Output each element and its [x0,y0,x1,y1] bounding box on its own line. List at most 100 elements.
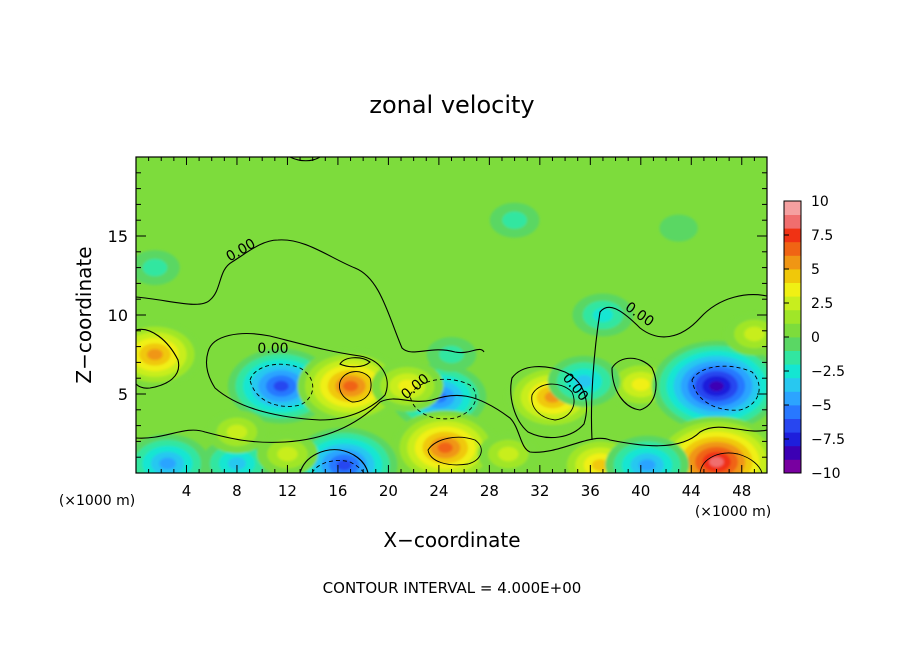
zero-contour-main [136,239,485,354]
colorbar-segment-10 [784,323,801,338]
zero-contour-top [289,157,321,162]
zero-contour-west [136,328,180,389]
x-tick-label-48: 48 [732,482,751,500]
field-blobs [136,202,767,473]
zero-contour-east [510,366,587,439]
contour-label-1: 0.00 [257,341,288,357]
field-level-1-6 [273,380,289,392]
zero-contour-pocket [339,357,371,368]
field-level-10-4 [159,457,176,470]
pos-contour-corner-cell [699,452,763,473]
colorbar-segment-18 [784,214,801,229]
x-unit-left: (×1000 m) [59,493,135,509]
chart-title: zonal velocity [369,91,534,119]
plot-area: 0.000.000.000.000.00 4 8 12 16 20 24 28 32 36 40 4… [108,156,768,500]
x-axis-ticks: 4 8 12 16 20 24 28 32 36 40 44 48 [148,157,755,500]
pos-contour-bottom-cell [427,436,482,466]
zero-contour-lines [136,157,767,473]
field-level-2-6 [342,380,359,392]
neg-contour-bottom-cell [311,460,365,473]
y-axis-ticks: 5 10 15 [108,172,767,458]
colorbar-segments [784,201,801,474]
field-level-0-5 [147,348,163,361]
y-tick-label-10: 10 [108,306,128,325]
field-level-7-8 [709,381,724,392]
field-level-4-6 [437,442,453,454]
colorbar-label-2: 5 [811,262,820,278]
field-level-19-0 [659,214,698,242]
colorbar-segment-8 [784,350,801,365]
x-tick-label-44: 44 [682,482,701,500]
field-level-9-6 [336,459,352,471]
colorbar-segment-6 [784,377,801,392]
x-tick-label-20: 20 [379,482,398,500]
field-level-8-8 [709,456,724,467]
neg-contour-center-cell [409,378,477,420]
zero-contour-low [136,394,767,453]
x-tick-label-4: 4 [182,482,192,500]
field-level-13-4 [638,459,656,471]
velocity-field [136,202,767,473]
field-level-16-2 [498,446,519,462]
field-level-21-2 [592,307,614,323]
x-tick-label-16: 16 [328,482,347,500]
colorbar: 10 7.5 5 2.5 0 −2.5 −5 −7.5 −10 [783,194,845,482]
colorbar-segment-2 [784,432,801,447]
x-tick-label-36: 36 [581,482,600,500]
colorbar-segment-17 [784,228,801,243]
y-tick-label-5: 5 [118,385,128,404]
field-level-11-3 [227,457,246,470]
field-level-6-3 [631,378,650,391]
x-tick-label-12: 12 [278,482,297,500]
x-tick-label-32: 32 [530,482,549,500]
pos-contour-east-cell [531,383,575,421]
zero-contour-bottom [299,449,369,473]
colorbar-label-3: 2.5 [811,296,833,312]
y-tick-label-15: 15 [108,227,128,246]
field-level-12-4 [592,459,609,471]
negative-contour-lines [249,363,760,473]
colorbar-segment-3 [784,418,801,433]
field-level-20-1 [502,211,527,229]
colorbar-label-5: −2.5 [811,364,845,380]
colorbar-segment-14 [784,269,801,283]
colorbar-segment-12 [784,296,801,311]
colorbar-segment-4 [784,405,801,419]
colorbar-segment-13 [784,282,801,297]
colorbar-label-7: −7.5 [811,432,845,448]
zero-contour-bulge [611,357,657,411]
colorbar-segment-11 [784,309,801,324]
field-level-23-3 [398,379,417,393]
positive-contour-lines [339,371,763,473]
x-axis-label: X−coordinate [383,528,520,552]
colorbar-segment-19 [784,201,801,215]
y-axis-label: Z−coordinate [72,246,96,383]
field-level-17-2 [744,326,765,342]
colorbar-segment-16 [784,241,801,256]
contour-interval-note: CONTOUR INTERVAL = 4.000E+00 [323,579,582,597]
x-tick-label-8: 8 [232,482,242,500]
field-level-18-1 [142,258,168,277]
pos-contour-west-cell [339,371,372,403]
colorbar-label-8: −10 [811,466,841,482]
neg-contour-east-cell [691,365,760,411]
colorbar-segment-9 [784,337,801,351]
colorbar-segment-7 [784,364,801,379]
zero-contour-right [590,294,767,441]
field-level-14-2 [226,424,248,440]
colorbar-label-4: 0 [811,330,820,346]
zero-contour-mid-loop [205,333,388,421]
colorbar-ticks: 10 7.5 5 2.5 0 −2.5 −5 −7.5 −10 [784,194,845,482]
colorbar-label-1: 7.5 [811,228,833,244]
x-unit-right: (×1000 m) [695,504,771,520]
field-level-24-1 [439,345,464,364]
x-tick-label-24: 24 [429,482,448,500]
x-tick-label-40: 40 [631,482,650,500]
colorbar-segment-15 [784,255,801,270]
x-tick-label-28: 28 [480,482,499,500]
colorbar-label-0: 10 [811,194,829,210]
field-level-15-2 [277,446,298,462]
colorbar-segment-1 [784,445,801,460]
colorbar-segment-0 [784,459,801,474]
